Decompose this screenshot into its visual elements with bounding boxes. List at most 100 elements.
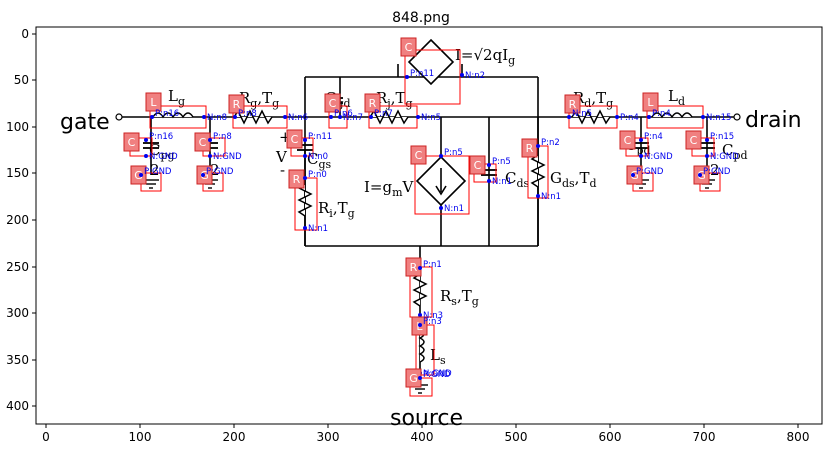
pin-dot-icon [139, 173, 143, 177]
figure-title: 848.png [392, 10, 450, 26]
component-badge-icon [564, 94, 581, 114]
pin-dot-icon [338, 115, 342, 119]
component-annotation: GP:GND [196, 165, 234, 192]
component-symbol: C [329, 97, 337, 110]
resistor-rs-icon [412, 273, 428, 307]
pin-label: P:n0 [308, 170, 327, 180]
pin-dot-icon [303, 138, 307, 142]
inductor-ld-icon [651, 112, 693, 119]
component-annotation: C P:n16 N:GND [123, 132, 178, 162]
component-badge-icon [410, 145, 427, 165]
y-tick-label: 350 [6, 353, 29, 367]
component-badge-icon [469, 155, 486, 175]
pin-dot-icon [208, 138, 212, 142]
pin-label: N:GND [644, 152, 673, 162]
pin-dot-icon [303, 226, 307, 230]
pin-dot-icon [639, 138, 643, 142]
pin-dot-icon [647, 115, 651, 119]
pin-label: P:n4 [644, 132, 663, 142]
component-annotation: LP:n3N:GND [411, 316, 452, 379]
source-label: source [390, 406, 463, 431]
component-annotation: C P:n11 N:n2 [400, 37, 485, 105]
component-symbol: R [569, 98, 577, 111]
pin-dot-icon [698, 173, 702, 177]
component-badge-icon [642, 92, 659, 112]
value-label: Cpd [722, 141, 748, 162]
pin-dot-icon [487, 163, 491, 167]
pin-dot-icon [144, 138, 148, 142]
pin-label: N:n15 [706, 113, 731, 123]
pin-label: N:n1 [308, 224, 328, 234]
gate-terminal-icon [115, 113, 123, 121]
component-symbol: C [690, 134, 698, 147]
inductor-lg-icon [152, 112, 194, 119]
pin-dot-icon [418, 313, 422, 317]
value-label: 2 [210, 161, 220, 179]
value-label: Cgs [307, 150, 332, 171]
pin-label: N:n3 [423, 311, 443, 321]
component-badge-icon [324, 93, 341, 113]
y-tick-label: 100 [6, 120, 29, 134]
pin-dot-icon [144, 154, 148, 158]
pin-label: P:n3 [423, 317, 442, 327]
component-badge-icon [400, 37, 417, 57]
pin-dot-icon [303, 176, 307, 180]
pin-dot-icon [233, 115, 237, 119]
component-symbol: R [369, 97, 377, 110]
pin-label: N:n6 [288, 113, 308, 123]
pin-label: P:n7 [374, 109, 393, 119]
pin-dot-icon [536, 144, 540, 148]
component-symbol: C [474, 159, 482, 172]
drain-label: drain [745, 108, 802, 133]
component-annotation: C P:n4 N:GND [619, 130, 673, 162]
component-annotation: C P:n11 N:n0 [286, 129, 332, 162]
pin-dot-icon [536, 194, 540, 198]
pin-label: P:n16 [149, 132, 173, 142]
x-tick-label: 300 [317, 430, 340, 444]
value-label: Ld [668, 87, 685, 108]
component-symbol: C [199, 136, 207, 149]
pin-dot-icon [631, 173, 635, 177]
x-tick-label: 800 [787, 430, 810, 444]
pin-dot-icon [202, 115, 206, 119]
component-annotation: R P:n0 N:n1 [288, 169, 328, 234]
pin-label: N:GND [149, 152, 178, 162]
pin-label: N:GND [213, 152, 242, 162]
component-symbol: C [291, 133, 299, 146]
pin-label: P:n11 [410, 69, 434, 79]
component-annotation: CP:n6N:n7 [324, 93, 363, 129]
component-symbol: C [415, 149, 423, 162]
pin-dot-icon [701, 115, 705, 119]
x-tick-label: 0 [42, 430, 50, 444]
pin-label: N:n1 [492, 177, 512, 187]
component-annotation: C P:n15 N:GND [685, 130, 739, 162]
gate-label: gate [60, 110, 110, 135]
value-label: Ls [430, 346, 446, 367]
pin-dot-icon [639, 154, 643, 158]
x-tick-label: 100 [129, 430, 152, 444]
component-symbol: G [134, 169, 143, 182]
pin-dot-icon [705, 154, 709, 158]
component-symbol: R [293, 173, 301, 186]
component-symbol: R [526, 142, 534, 155]
component-annotation: RP:n7 N:n5 [364, 93, 441, 129]
pin-dot-icon [329, 115, 333, 119]
drain-terminal-icon [733, 113, 741, 121]
value-label: V [275, 148, 288, 166]
value-label: I=√2qIg [455, 46, 515, 67]
plot-frame [35, 26, 823, 425]
pin-dot-icon [439, 154, 443, 158]
x-tick-label: 500 [505, 430, 528, 444]
value-label: 2 [710, 161, 720, 179]
x-tick-label: 200 [223, 430, 246, 444]
pin-dot-icon [416, 115, 420, 119]
pin-label: N:GND [423, 369, 452, 379]
x-tick-label: 400 [411, 430, 434, 444]
pin-label: P:n11 [308, 132, 332, 142]
component-symbol: R [233, 98, 241, 111]
current-arrow-icon [435, 168, 447, 196]
component-badge-icon [123, 132, 140, 152]
